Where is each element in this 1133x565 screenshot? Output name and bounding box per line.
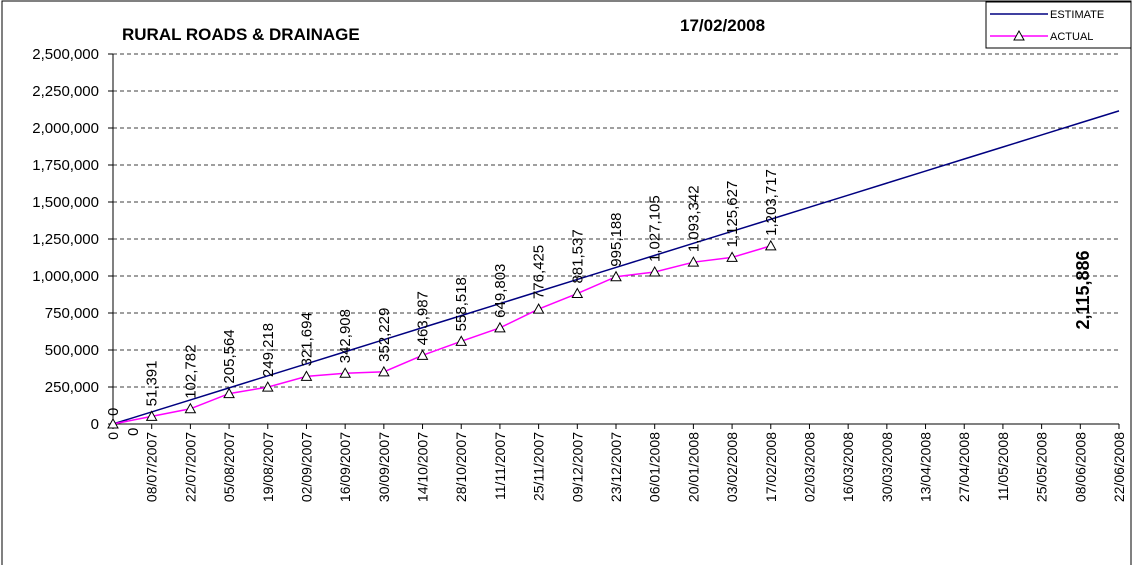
marker <box>726 251 738 262</box>
marker <box>145 410 158 421</box>
data-label: 51,391 <box>144 361 161 407</box>
x-tick-label: 23/12/2007 <box>608 432 624 502</box>
legend-label: ESTIMATE <box>1050 9 1104 21</box>
x-tick-label: 02/03/2008 <box>801 432 817 502</box>
marker <box>107 417 119 429</box>
marker <box>764 239 777 251</box>
x-tick-label: 17/02/2008 <box>763 432 779 502</box>
data-label: 1,125,627 <box>724 181 741 248</box>
x-tick-label: 30/03/2008 <box>879 432 895 502</box>
y-tick-label: 1,250,000 <box>32 231 99 248</box>
data-label: 1,203,717 <box>763 169 780 236</box>
series-line <box>112 110 1120 425</box>
x-tick-label: 22/06/2008 <box>1111 432 1127 502</box>
x-tick-label: 14/10/2007 <box>415 432 431 502</box>
marker <box>610 270 622 282</box>
legend-marker <box>1013 29 1025 41</box>
x-tick-label: 06/01/2008 <box>647 432 663 502</box>
data-label: 2,115,886 <box>1073 250 1093 329</box>
data-label: 102,782 <box>182 345 199 399</box>
marker <box>339 367 352 378</box>
x-tick-label: 22/07/2007 <box>182 432 198 502</box>
x-tick-label: 0 <box>105 432 121 440</box>
y-tick-label: 500,000 <box>45 342 99 359</box>
marker <box>223 387 235 399</box>
y-tick-label: 1,750,000 <box>32 157 99 174</box>
data-label: 0 <box>125 428 142 436</box>
x-tick-label: 02/09/2007 <box>298 432 314 502</box>
data-label: 463,987 <box>415 291 432 345</box>
marker <box>532 303 545 314</box>
x-tick-label: 25/05/2008 <box>1034 432 1050 502</box>
legend-label: ACTUAL <box>1050 31 1093 43</box>
y-tick-label: 2,250,000 <box>32 83 99 100</box>
x-tick-label: 03/02/2008 <box>724 432 740 502</box>
x-tick-label: 20/01/2008 <box>685 432 701 502</box>
marker <box>377 365 390 377</box>
y-tick-label: 750,000 <box>45 305 99 322</box>
marker <box>184 402 197 414</box>
data-label: 321,694 <box>298 312 315 366</box>
x-tick-label: 11/11/2007 <box>492 432 508 500</box>
x-tick-label: 11/05/2008 <box>995 432 1011 501</box>
x-tick-label: 27/04/2008 <box>956 432 972 502</box>
y-tick-label: 250,000 <box>45 379 99 396</box>
x-tick-label: 13/04/2008 <box>918 432 934 502</box>
chart-title: RURAL ROADS & DRAINAGE <box>122 25 360 44</box>
y-tick-label: 1,000,000 <box>32 268 99 285</box>
data-label: 881,537 <box>569 229 586 283</box>
y-tick-label: 1,500,000 <box>32 194 99 211</box>
y-tick-label: 0 <box>91 416 99 433</box>
x-tick-label: 19/08/2007 <box>260 432 276 502</box>
x-tick-label: 16/03/2008 <box>840 432 856 502</box>
marker <box>261 381 274 392</box>
x-tick-label: 08/06/2008 <box>1072 432 1088 502</box>
data-label: 776,425 <box>531 245 548 299</box>
legend-box <box>985 1 1132 49</box>
marker <box>648 265 661 277</box>
data-label: 352,229 <box>376 308 393 362</box>
y-tick-label: 2,500,000 <box>32 46 99 63</box>
data-label: 1,027,105 <box>647 195 664 262</box>
chart-subtitle: 17/02/2008 <box>680 16 765 35</box>
data-label: 205,564 <box>221 329 238 383</box>
data-label: 249,218 <box>260 323 277 377</box>
data-label: 995,188 <box>608 212 625 266</box>
marker <box>571 287 584 299</box>
y-tick-label: 2,000,000 <box>32 120 99 137</box>
data-label: 558,518 <box>453 277 470 331</box>
x-tick-label: 05/08/2007 <box>221 432 237 502</box>
data-label: 0 <box>105 408 122 416</box>
marker <box>455 335 468 346</box>
marker <box>300 370 313 381</box>
x-tick-label: 30/09/2007 <box>376 432 392 502</box>
marker <box>416 349 429 360</box>
series-line <box>112 245 771 425</box>
x-tick-label: 08/07/2007 <box>144 432 160 502</box>
x-tick-label: 09/12/2007 <box>569 432 585 502</box>
data-label: 1,093,342 <box>685 185 702 252</box>
x-tick-label: 25/11/2007 <box>531 432 547 501</box>
data-label: 342,908 <box>337 309 354 363</box>
data-label: 649,803 <box>492 264 509 318</box>
marker <box>687 256 700 267</box>
marker <box>494 321 506 333</box>
x-tick-label: 16/09/2007 <box>337 432 353 502</box>
x-tick-label: 28/10/2007 <box>453 432 469 502</box>
